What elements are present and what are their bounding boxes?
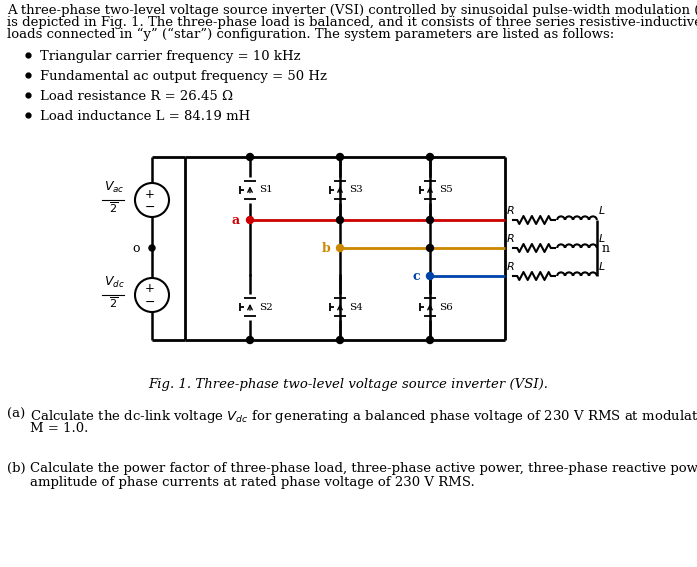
FancyArrowPatch shape (247, 188, 252, 193)
Circle shape (247, 336, 254, 344)
Text: loads connected in “y” (“star”) configuration. The system parameters are listed : loads connected in “y” (“star”) configur… (7, 28, 614, 41)
Text: Calculate the power factor of three-phase load, three-phase active power, three-: Calculate the power factor of three-phas… (30, 462, 697, 475)
Text: L: L (599, 206, 605, 216)
Circle shape (427, 336, 434, 344)
FancyArrowPatch shape (338, 188, 342, 193)
Text: S1: S1 (259, 185, 273, 194)
FancyArrowPatch shape (428, 306, 432, 310)
Circle shape (427, 244, 434, 252)
FancyArrowPatch shape (247, 306, 252, 310)
Circle shape (337, 217, 344, 223)
Text: Triangular carrier frequency = 10 kHz: Triangular carrier frequency = 10 kHz (40, 50, 300, 63)
Circle shape (427, 273, 434, 280)
Text: L: L (599, 234, 605, 244)
Text: R: R (507, 262, 515, 272)
Text: −: − (145, 201, 155, 214)
Text: S6: S6 (439, 303, 453, 311)
FancyArrowPatch shape (338, 306, 342, 310)
Circle shape (427, 217, 434, 223)
Text: R: R (507, 234, 515, 244)
FancyArrowPatch shape (428, 188, 432, 193)
Text: $V_{dc}$: $V_{dc}$ (104, 275, 124, 290)
Text: $V_{ac}$: $V_{ac}$ (104, 180, 124, 195)
Text: $\overline{2}$: $\overline{2}$ (109, 295, 118, 310)
Text: A three-phase two-level voltage source inverter (VSI) controlled by sinusoidal p: A three-phase two-level voltage source i… (7, 4, 697, 17)
Text: S2: S2 (259, 303, 273, 311)
Circle shape (337, 244, 344, 252)
Text: (b): (b) (7, 462, 26, 475)
Text: o: o (132, 242, 140, 255)
Text: S3: S3 (349, 185, 362, 194)
Text: Fundamental ac output frequency = 50 Hz: Fundamental ac output frequency = 50 Hz (40, 70, 327, 83)
Text: Load resistance R = 26.45 Ω: Load resistance R = 26.45 Ω (40, 90, 233, 103)
Circle shape (337, 336, 344, 344)
Circle shape (337, 154, 344, 160)
Text: +: + (145, 188, 155, 201)
Text: is depicted in Fig. 1. The three-phase load is balanced, and it consists of thre: is depicted in Fig. 1. The three-phase l… (7, 16, 697, 29)
Text: −: − (145, 295, 155, 308)
Text: n: n (602, 242, 610, 255)
Text: R: R (507, 206, 515, 216)
Text: a: a (232, 214, 240, 226)
Text: +: + (145, 282, 155, 295)
Text: M = 1.0.: M = 1.0. (30, 422, 89, 435)
Circle shape (247, 154, 254, 160)
Text: c: c (413, 269, 420, 282)
Text: Load inductance L = 84.19 mH: Load inductance L = 84.19 mH (40, 110, 250, 123)
Circle shape (149, 245, 155, 251)
Text: amplitude of phase currents at rated phase voltage of 230 V RMS.: amplitude of phase currents at rated pha… (30, 476, 475, 489)
Text: Fig. 1. Three-phase two-level voltage source inverter (VSI).: Fig. 1. Three-phase two-level voltage so… (148, 378, 548, 391)
Text: $\overline{2}$: $\overline{2}$ (109, 200, 118, 215)
Circle shape (247, 217, 254, 223)
Text: S4: S4 (349, 303, 362, 311)
Text: L: L (599, 262, 605, 272)
Circle shape (427, 154, 434, 160)
Text: b: b (321, 242, 330, 255)
Text: S5: S5 (439, 185, 453, 194)
Text: (a): (a) (7, 408, 25, 421)
Text: Calculate the dc-link voltage $V_{dc}$ for generating a balanced phase voltage o: Calculate the dc-link voltage $V_{dc}$ f… (30, 408, 697, 425)
